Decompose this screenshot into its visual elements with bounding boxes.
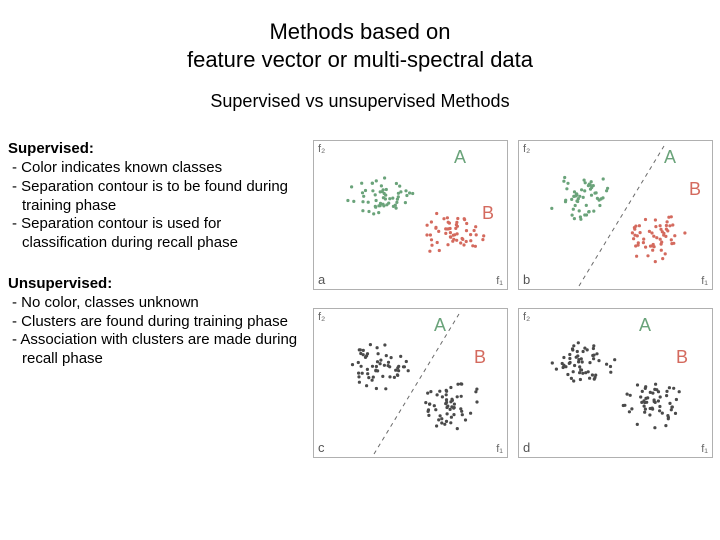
panel-letter: c (318, 440, 325, 455)
scatter-svg (314, 309, 509, 459)
supervised-bullet: - Separation contour is used for classif… (8, 215, 307, 253)
scatter-panel-b: f₂ f₁ b AB (518, 140, 713, 290)
axis-x-label: f₁ (496, 275, 503, 287)
content-row: Supervised: - Color indicates known clas… (0, 140, 720, 480)
panel-letter: a (318, 272, 325, 287)
unsupervised-section: Unsupervised: - No color, classes unknow… (8, 275, 307, 369)
class-label-b: B (689, 179, 701, 200)
axis-y-label: f₂ (318, 143, 325, 155)
scatter-figure: f₂f₁aABf₂f₁bABf₂f₁cABf₂f₁dAB (313, 140, 712, 480)
class-label-b: B (676, 347, 688, 368)
separator-line (579, 146, 664, 286)
class-label-a: A (434, 315, 446, 336)
supervised-heading: Supervised: (8, 140, 307, 157)
axis-x-label: f₁ (496, 443, 503, 455)
class-label-b: B (474, 347, 486, 368)
title-block: Methods based on feature vector or multi… (0, 0, 720, 112)
class-label-a: A (664, 147, 676, 168)
axis-x-label: f₁ (701, 275, 708, 287)
supervised-bullet: - Separation contour is to be found duri… (8, 178, 307, 216)
subtitle: Supervised vs unsupervised Methods (0, 91, 720, 112)
axis-y-label: f₂ (523, 143, 530, 155)
unsupervised-bullet: - Clusters are found during training pha… (8, 313, 307, 332)
separator-line (374, 314, 459, 454)
class-label-b: B (482, 203, 494, 224)
axis-y-label: f₂ (523, 311, 530, 323)
scatter-svg (519, 141, 714, 291)
supervised-section: Supervised: - Color indicates known clas… (8, 140, 307, 253)
unsupervised-bullet: - Association with clusters are made dur… (8, 331, 307, 369)
axis-x-label: f₁ (701, 443, 708, 455)
class-label-a: A (454, 147, 466, 168)
title-line-2: feature vector or multi-spectral data (0, 46, 720, 74)
panel-letter: b (523, 272, 530, 287)
unsupervised-bullet: - No color, classes unknown (8, 294, 307, 313)
scatter-svg (519, 309, 714, 459)
title-line-1: Methods based on (0, 18, 720, 46)
text-column: Supervised: - Color indicates known clas… (8, 140, 313, 480)
axis-y-label: f₂ (318, 311, 325, 323)
scatter-svg (314, 141, 509, 291)
unsupervised-heading: Unsupervised: (8, 275, 307, 292)
scatter-panel-a: f₂ f₁ a A B (313, 140, 508, 290)
scatter-panel-c: f₂ f₁ c A B (313, 308, 508, 458)
supervised-bullet: - Color indicates known classes (8, 159, 307, 178)
panel-letter: d (523, 440, 530, 455)
scatter-panel-d: f₂ f₁ d A B (518, 308, 713, 458)
class-label-a: A (639, 315, 651, 336)
